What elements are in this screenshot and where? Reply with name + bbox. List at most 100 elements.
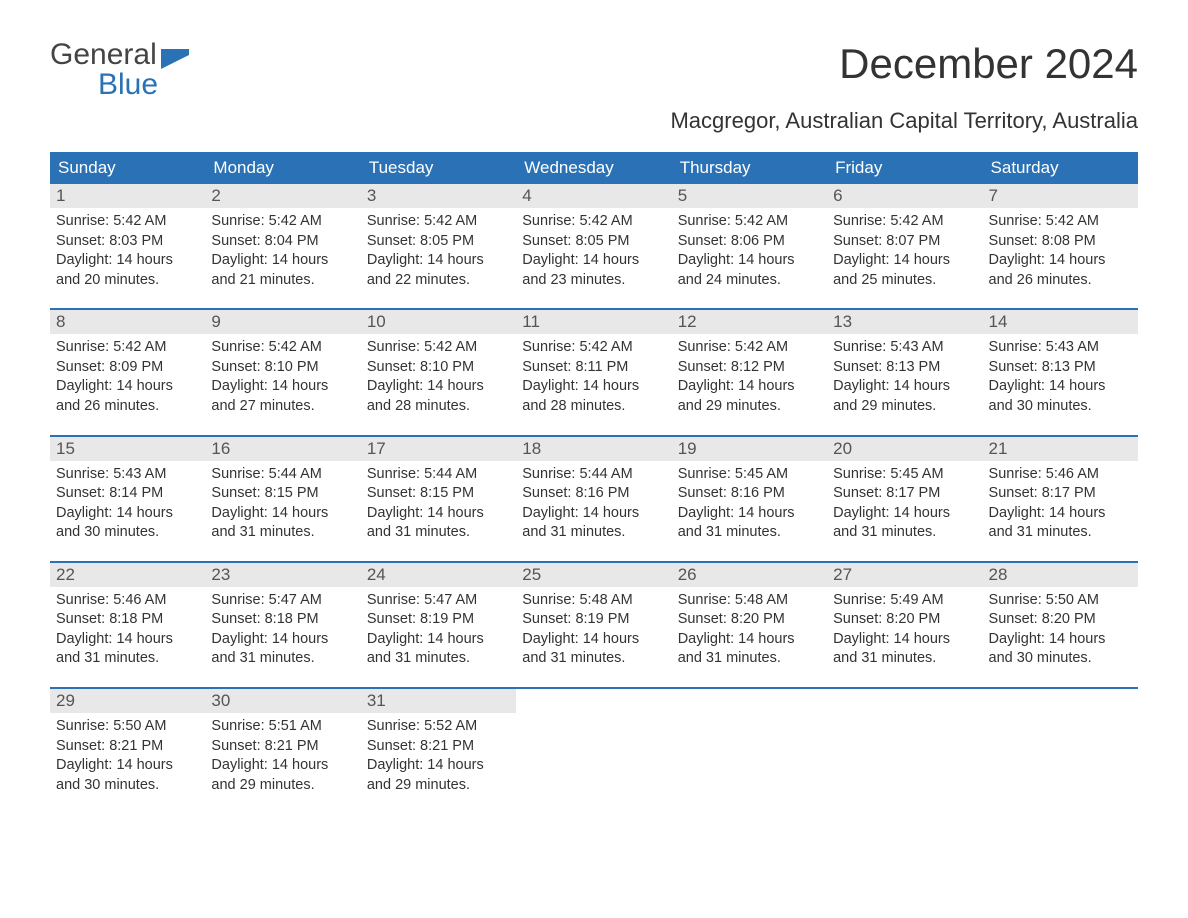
day-body: Sunrise: 5:42 AMSunset: 8:09 PMDaylight:… xyxy=(50,334,205,420)
sunrise-line: Sunrise: 5:42 AM xyxy=(211,212,354,232)
calendar-day: 27 Sunrise: 5:49 AMSunset: 8:20 PMDayligh… xyxy=(827,563,982,673)
day-body: Sunrise: 5:50 AMSunset: 8:20 PMDaylight:… xyxy=(983,587,1138,673)
day-body: Sunrise: 5:46 AMSunset: 8:17 PMDaylight:… xyxy=(983,461,1138,547)
sunrise-line: Sunrise: 5:42 AM xyxy=(833,212,976,232)
sunrise-line: Sunrise: 5:42 AM xyxy=(367,338,510,358)
sunrise-line: Sunrise: 5:42 AM xyxy=(56,212,199,232)
daylight-line: Daylight: 14 hours and 31 minutes. xyxy=(367,504,510,543)
sunrise-line: Sunrise: 5:42 AM xyxy=(989,212,1132,232)
calendar-day: 21Sunrise: 5:46 AMSunset: 8:17 PMDayligh… xyxy=(983,437,1138,547)
sunset-line: Sunset: 8:20 PM xyxy=(833,610,976,630)
day-number: 11 xyxy=(516,310,671,334)
sunset-line: Sunset: 8:16 PM xyxy=(678,484,821,504)
calendar-day: 26Sunrise: 5:48 AMSunset: 8:20 PMDayligh… xyxy=(672,563,827,673)
daylight-line: Daylight: 14 hours and 30 minutes. xyxy=(56,504,199,543)
sunrise-line: Sunrise: 5:47 AM xyxy=(367,591,510,611)
calendar-day: 28Sunrise: 5:50 AMSunset: 8:20 PMDayligh… xyxy=(983,563,1138,673)
day-number: 8 xyxy=(50,310,205,334)
day-body: Sunrise: 5:46 AMSunset: 8:18 PMDaylight:… xyxy=(50,587,205,673)
day-number: 5 xyxy=(672,184,827,208)
daylight-line: Daylight: 14 hours and 31 minutes. xyxy=(678,504,821,543)
day-body: Sunrise: 5:42 AMSunset: 8:10 PMDaylight:… xyxy=(361,334,516,420)
day-number: 28 xyxy=(983,563,1138,587)
day-body: Sunrise: 5:44 AMSunset: 8:15 PMDaylight:… xyxy=(361,461,516,547)
day-body: Sunrise: 5:42 AMSunset: 8:12 PMDaylight:… xyxy=(672,334,827,420)
calendar-day: 16Sunrise: 5:44 AMSunset: 8:15 PMDayligh… xyxy=(205,437,360,547)
day-body: Sunrise: 5:45 AMSunset: 8:16 PMDaylight:… xyxy=(672,461,827,547)
day-number: 6 xyxy=(827,184,982,208)
calendar-day: 19Sunrise: 5:45 AMSunset: 8:16 PMDayligh… xyxy=(672,437,827,547)
calendar-week: 15Sunrise: 5:43 AMSunset: 8:14 PMDayligh… xyxy=(50,435,1138,547)
calendar-day: 10Sunrise: 5:42 AMSunset: 8:10 PMDayligh… xyxy=(361,310,516,420)
calendar-day: 23Sunrise: 5:47 AMSunset: 8:18 PMDayligh… xyxy=(205,563,360,673)
day-number: 23 xyxy=(205,563,360,587)
sunset-line: Sunset: 8:20 PM xyxy=(989,610,1132,630)
sunset-line: Sunset: 8:18 PM xyxy=(56,610,199,630)
day-number: 15 xyxy=(50,437,205,461)
day-number: 22 xyxy=(50,563,205,587)
sunset-line: Sunset: 8:05 PM xyxy=(522,232,665,252)
weekday-header: Sunday xyxy=(50,152,205,184)
day-number: 30 xyxy=(205,689,360,713)
daylight-line: Daylight: 14 hours and 31 minutes. xyxy=(833,630,976,669)
day-number: 31 xyxy=(361,689,516,713)
calendar-day: 22Sunrise: 5:46 AMSunset: 8:18 PMDayligh… xyxy=(50,563,205,673)
sunset-line: Sunset: 8:13 PM xyxy=(989,358,1132,378)
weekday-header: Wednesday xyxy=(516,152,671,184)
day-body: Sunrise: 5:42 AMSunset: 8:06 PMDaylight:… xyxy=(672,208,827,294)
sunrise-line: Sunrise: 5:42 AM xyxy=(211,338,354,358)
sunset-line: Sunset: 8:19 PM xyxy=(367,610,510,630)
sunrise-line: Sunrise: 5:50 AM xyxy=(989,591,1132,611)
sunrise-line: Sunrise: 5:42 AM xyxy=(367,212,510,232)
sunset-line: Sunset: 8:08 PM xyxy=(989,232,1132,252)
calendar-day: 8Sunrise: 5:42 AMSunset: 8:09 PMDaylight… xyxy=(50,310,205,420)
daylight-line: Daylight: 14 hours and 31 minutes. xyxy=(211,504,354,543)
sunrise-line: Sunrise: 5:42 AM xyxy=(522,338,665,358)
sunset-line: Sunset: 8:09 PM xyxy=(56,358,199,378)
sunrise-line: Sunrise: 5:46 AM xyxy=(56,591,199,611)
calendar-day: 9Sunrise: 5:42 AMSunset: 8:10 PMDaylight… xyxy=(205,310,360,420)
day-number: 27 xyxy=(827,563,982,587)
daylight-line: Daylight: 14 hours and 28 minutes. xyxy=(522,377,665,416)
page-title: December 2024 xyxy=(839,40,1138,88)
sunrise-line: Sunrise: 5:42 AM xyxy=(678,338,821,358)
daylight-line: Daylight: 14 hours and 31 minutes. xyxy=(367,630,510,669)
sunset-line: Sunset: 8:07 PM xyxy=(833,232,976,252)
daylight-line: Daylight: 14 hours and 31 minutes. xyxy=(522,630,665,669)
daylight-line: Daylight: 14 hours and 27 minutes. xyxy=(211,377,354,416)
calendar-week: 1Sunrise: 5:42 AMSunset: 8:03 PMDaylight… xyxy=(50,184,1138,294)
day-body: Sunrise: 5:47 AMSunset: 8:18 PMDaylight:… xyxy=(205,587,360,673)
sunrise-line: Sunrise: 5:48 AM xyxy=(678,591,821,611)
sunset-line: Sunset: 8:15 PM xyxy=(367,484,510,504)
daylight-line: Daylight: 14 hours and 31 minutes. xyxy=(678,630,821,669)
day-body: Sunrise: 5:43 AMSunset: 8:14 PMDaylight:… xyxy=(50,461,205,547)
day-number: 24 xyxy=(361,563,516,587)
sunrise-line: Sunrise: 5:45 AM xyxy=(678,465,821,485)
logo: General Blue xyxy=(50,40,189,100)
sunrise-line: Sunrise: 5:48 AM xyxy=(522,591,665,611)
daylight-line: Daylight: 14 hours and 31 minutes. xyxy=(56,630,199,669)
sunset-line: Sunset: 8:10 PM xyxy=(211,358,354,378)
day-number: 1 xyxy=(50,184,205,208)
sunset-line: Sunset: 8:19 PM xyxy=(522,610,665,630)
calendar-day: 1Sunrise: 5:42 AMSunset: 8:03 PMDaylight… xyxy=(50,184,205,294)
daylight-line: Daylight: 14 hours and 21 minutes. xyxy=(211,251,354,290)
calendar-week: 29Sunrise: 5:50 AMSunset: 8:21 PMDayligh… xyxy=(50,687,1138,799)
sunset-line: Sunset: 8:11 PM xyxy=(522,358,665,378)
day-body: Sunrise: 5:44 AMSunset: 8:15 PMDaylight:… xyxy=(205,461,360,547)
day-body: Sunrise: 5:43 AMSunset: 8:13 PMDaylight:… xyxy=(827,334,982,420)
day-body: Sunrise: 5:42 AMSunset: 8:08 PMDaylight:… xyxy=(983,208,1138,294)
sunset-line: Sunset: 8:20 PM xyxy=(678,610,821,630)
daylight-line: Daylight: 14 hours and 26 minutes. xyxy=(989,251,1132,290)
calendar-day xyxy=(516,689,671,799)
daylight-line: Daylight: 14 hours and 20 minutes. xyxy=(56,251,199,290)
sunset-line: Sunset: 8:04 PM xyxy=(211,232,354,252)
sunrise-line: Sunrise: 5:49 AM xyxy=(833,591,976,611)
day-number: 13 xyxy=(827,310,982,334)
logo-flag-icon xyxy=(161,45,189,65)
daylight-line: Daylight: 14 hours and 30 minutes. xyxy=(989,630,1132,669)
sunset-line: Sunset: 8:15 PM xyxy=(211,484,354,504)
day-number: 10 xyxy=(361,310,516,334)
sunrise-line: Sunrise: 5:51 AM xyxy=(211,717,354,737)
calendar-day: 24 Sunrise: 5:47 AMSunset: 8:19 PMDayligh… xyxy=(361,563,516,673)
